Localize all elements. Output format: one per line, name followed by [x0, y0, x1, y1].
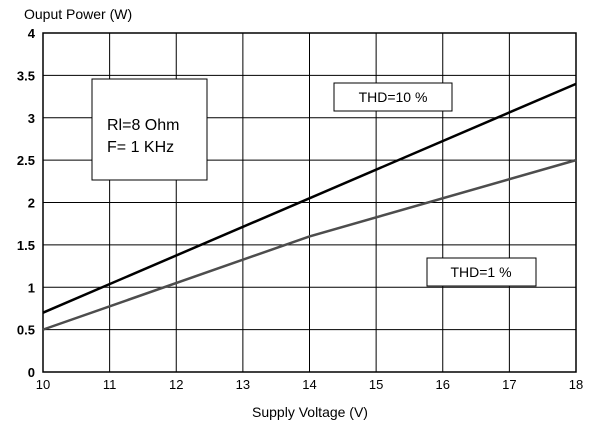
- x-tick-label: 14: [302, 377, 316, 392]
- series-line-thd10: [42, 82, 577, 314]
- condition-load: Rl=8 Ohm: [107, 117, 179, 134]
- y-tick-label: 4: [28, 26, 36, 41]
- y-tick-label: 3: [28, 111, 35, 126]
- series-label-thd10-text: THD=10 %: [359, 89, 428, 105]
- y-tick-label: 2: [28, 196, 35, 211]
- x-tick-label: 10: [36, 377, 50, 392]
- x-tick-label: 11: [103, 377, 117, 392]
- y-tick-label: 1: [28, 280, 35, 295]
- x-tick-label: 16: [436, 377, 450, 392]
- y-tick-label: 0: [28, 365, 35, 380]
- x-axis-title: Supply Voltage (V): [252, 404, 368, 420]
- y-tick-labels: 0 0.5 1 1.5 2 2.5 3 3.5 4: [17, 26, 36, 380]
- y-tick-label: 3.5: [17, 68, 35, 83]
- series-line-thd1: [42, 158, 577, 331]
- x-tick-label: 12: [169, 377, 183, 392]
- conditions-box: Rl=8 Ohm F= 1 KHz: [91, 78, 208, 181]
- x-tick-labels: 10 11 12 13 14 15 16 17 18: [36, 377, 583, 392]
- x-tick-label: 15: [369, 377, 383, 392]
- y-tick-label: 2.5: [17, 153, 35, 168]
- x-tick-label: 18: [569, 377, 583, 392]
- series-label-thd1: THD=1 %: [426, 257, 537, 287]
- series-label-thd1-text: THD=1 %: [450, 264, 511, 280]
- y-tick-label: 0.5: [17, 323, 35, 338]
- series-label-thd10: THD=10 %: [333, 82, 453, 112]
- x-tick-label: 17: [502, 377, 516, 392]
- x-tick-label: 13: [236, 377, 250, 392]
- y-axis-title: Ouput Power (W): [24, 6, 132, 22]
- plot-frame: [42, 32, 577, 373]
- condition-frequency: F= 1 KHz: [107, 139, 174, 156]
- y-tick-label: 1.5: [17, 238, 35, 253]
- series-layer: [42, 82, 577, 331]
